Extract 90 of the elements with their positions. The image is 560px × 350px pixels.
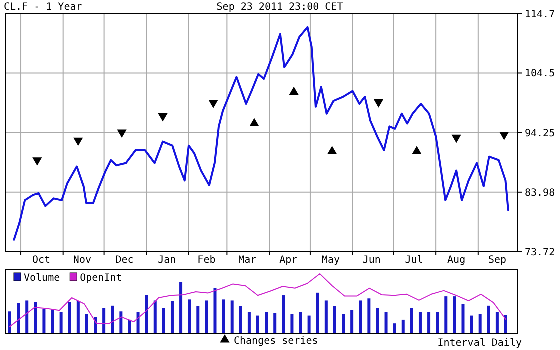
chart-title: CL.F - 1 Year xyxy=(4,2,82,13)
y-tick-label: 94.25 xyxy=(525,128,556,140)
point xyxy=(208,100,218,108)
bar xyxy=(214,288,217,334)
bar xyxy=(196,306,200,334)
bar xyxy=(170,301,174,334)
bar xyxy=(282,296,286,334)
bar xyxy=(487,306,490,334)
bar xyxy=(462,304,465,334)
bar xyxy=(308,316,311,334)
point xyxy=(500,132,510,140)
bar xyxy=(359,300,362,334)
bar xyxy=(205,300,208,334)
bar xyxy=(136,312,140,334)
bar xyxy=(444,296,448,334)
x-tick-label: Feb xyxy=(198,255,216,266)
bar xyxy=(496,312,499,334)
y-tick-label: 114.7 xyxy=(525,10,556,20)
bar xyxy=(376,308,380,334)
chart-subtitle: Sep 23 2011 23:00 CET xyxy=(216,2,344,13)
x-tick-label: Mar xyxy=(238,255,257,266)
bar xyxy=(76,301,80,334)
x-tick-label: Nov xyxy=(73,255,92,266)
x-tick-label: Sep xyxy=(488,255,507,266)
bar xyxy=(428,312,431,334)
bar xyxy=(384,312,388,334)
x-tick-label: Apr xyxy=(280,255,298,266)
bar xyxy=(85,314,88,334)
y-tick-label: 73.72 xyxy=(525,248,556,258)
bar xyxy=(154,300,157,334)
bar xyxy=(51,309,54,334)
y-tick-label: 83.98 xyxy=(525,188,556,199)
x-tick-label: Aug xyxy=(448,255,466,266)
bar xyxy=(350,310,354,334)
point xyxy=(452,134,462,144)
bar xyxy=(8,312,12,334)
bar xyxy=(324,300,328,334)
bar xyxy=(316,292,320,334)
legend-label: Changes series xyxy=(234,336,318,347)
bar xyxy=(470,316,474,334)
bar xyxy=(333,306,336,334)
point xyxy=(117,130,127,138)
bar xyxy=(478,314,482,334)
bar xyxy=(248,312,251,334)
bar xyxy=(299,312,302,334)
bar xyxy=(274,313,277,334)
bar xyxy=(290,314,294,334)
bar xyxy=(393,324,396,334)
legend-label: OpenInt xyxy=(80,273,122,284)
bar xyxy=(418,312,422,334)
bar xyxy=(162,308,166,334)
x-tick-label: Dec xyxy=(116,255,134,266)
bar xyxy=(145,295,148,334)
bar xyxy=(504,315,508,334)
x-tick-label: Jan xyxy=(158,255,176,266)
line-series xyxy=(13,26,510,241)
bar xyxy=(180,282,183,334)
point xyxy=(32,158,42,166)
bar xyxy=(111,306,114,334)
bar xyxy=(239,306,242,334)
bar xyxy=(60,312,63,334)
bar xyxy=(128,320,132,334)
y-tick-label: 104.5 xyxy=(525,68,556,80)
bar xyxy=(68,302,72,334)
bar xyxy=(342,314,346,334)
text: Interval Daily xyxy=(438,338,522,349)
x-tick-label: May xyxy=(322,255,340,266)
bar xyxy=(368,298,371,334)
bar xyxy=(410,308,414,334)
x-tick-label: Jul xyxy=(405,255,424,266)
bar xyxy=(26,300,29,334)
bar xyxy=(256,316,260,334)
point xyxy=(158,113,168,122)
bar xyxy=(265,312,268,334)
bar xyxy=(436,312,440,334)
bar xyxy=(34,302,38,334)
bar xyxy=(120,312,123,334)
x-tick-label: Jun xyxy=(362,255,381,266)
bar xyxy=(402,320,405,334)
bar xyxy=(222,300,226,334)
x-tick-label: Oct xyxy=(32,255,51,266)
point xyxy=(374,100,384,108)
bar xyxy=(42,309,46,334)
bar xyxy=(188,300,192,334)
bar xyxy=(230,300,234,334)
bar xyxy=(17,303,20,334)
bar xyxy=(102,308,106,334)
legend-label: Volume xyxy=(24,273,60,284)
bar xyxy=(453,296,456,334)
point xyxy=(74,138,84,146)
